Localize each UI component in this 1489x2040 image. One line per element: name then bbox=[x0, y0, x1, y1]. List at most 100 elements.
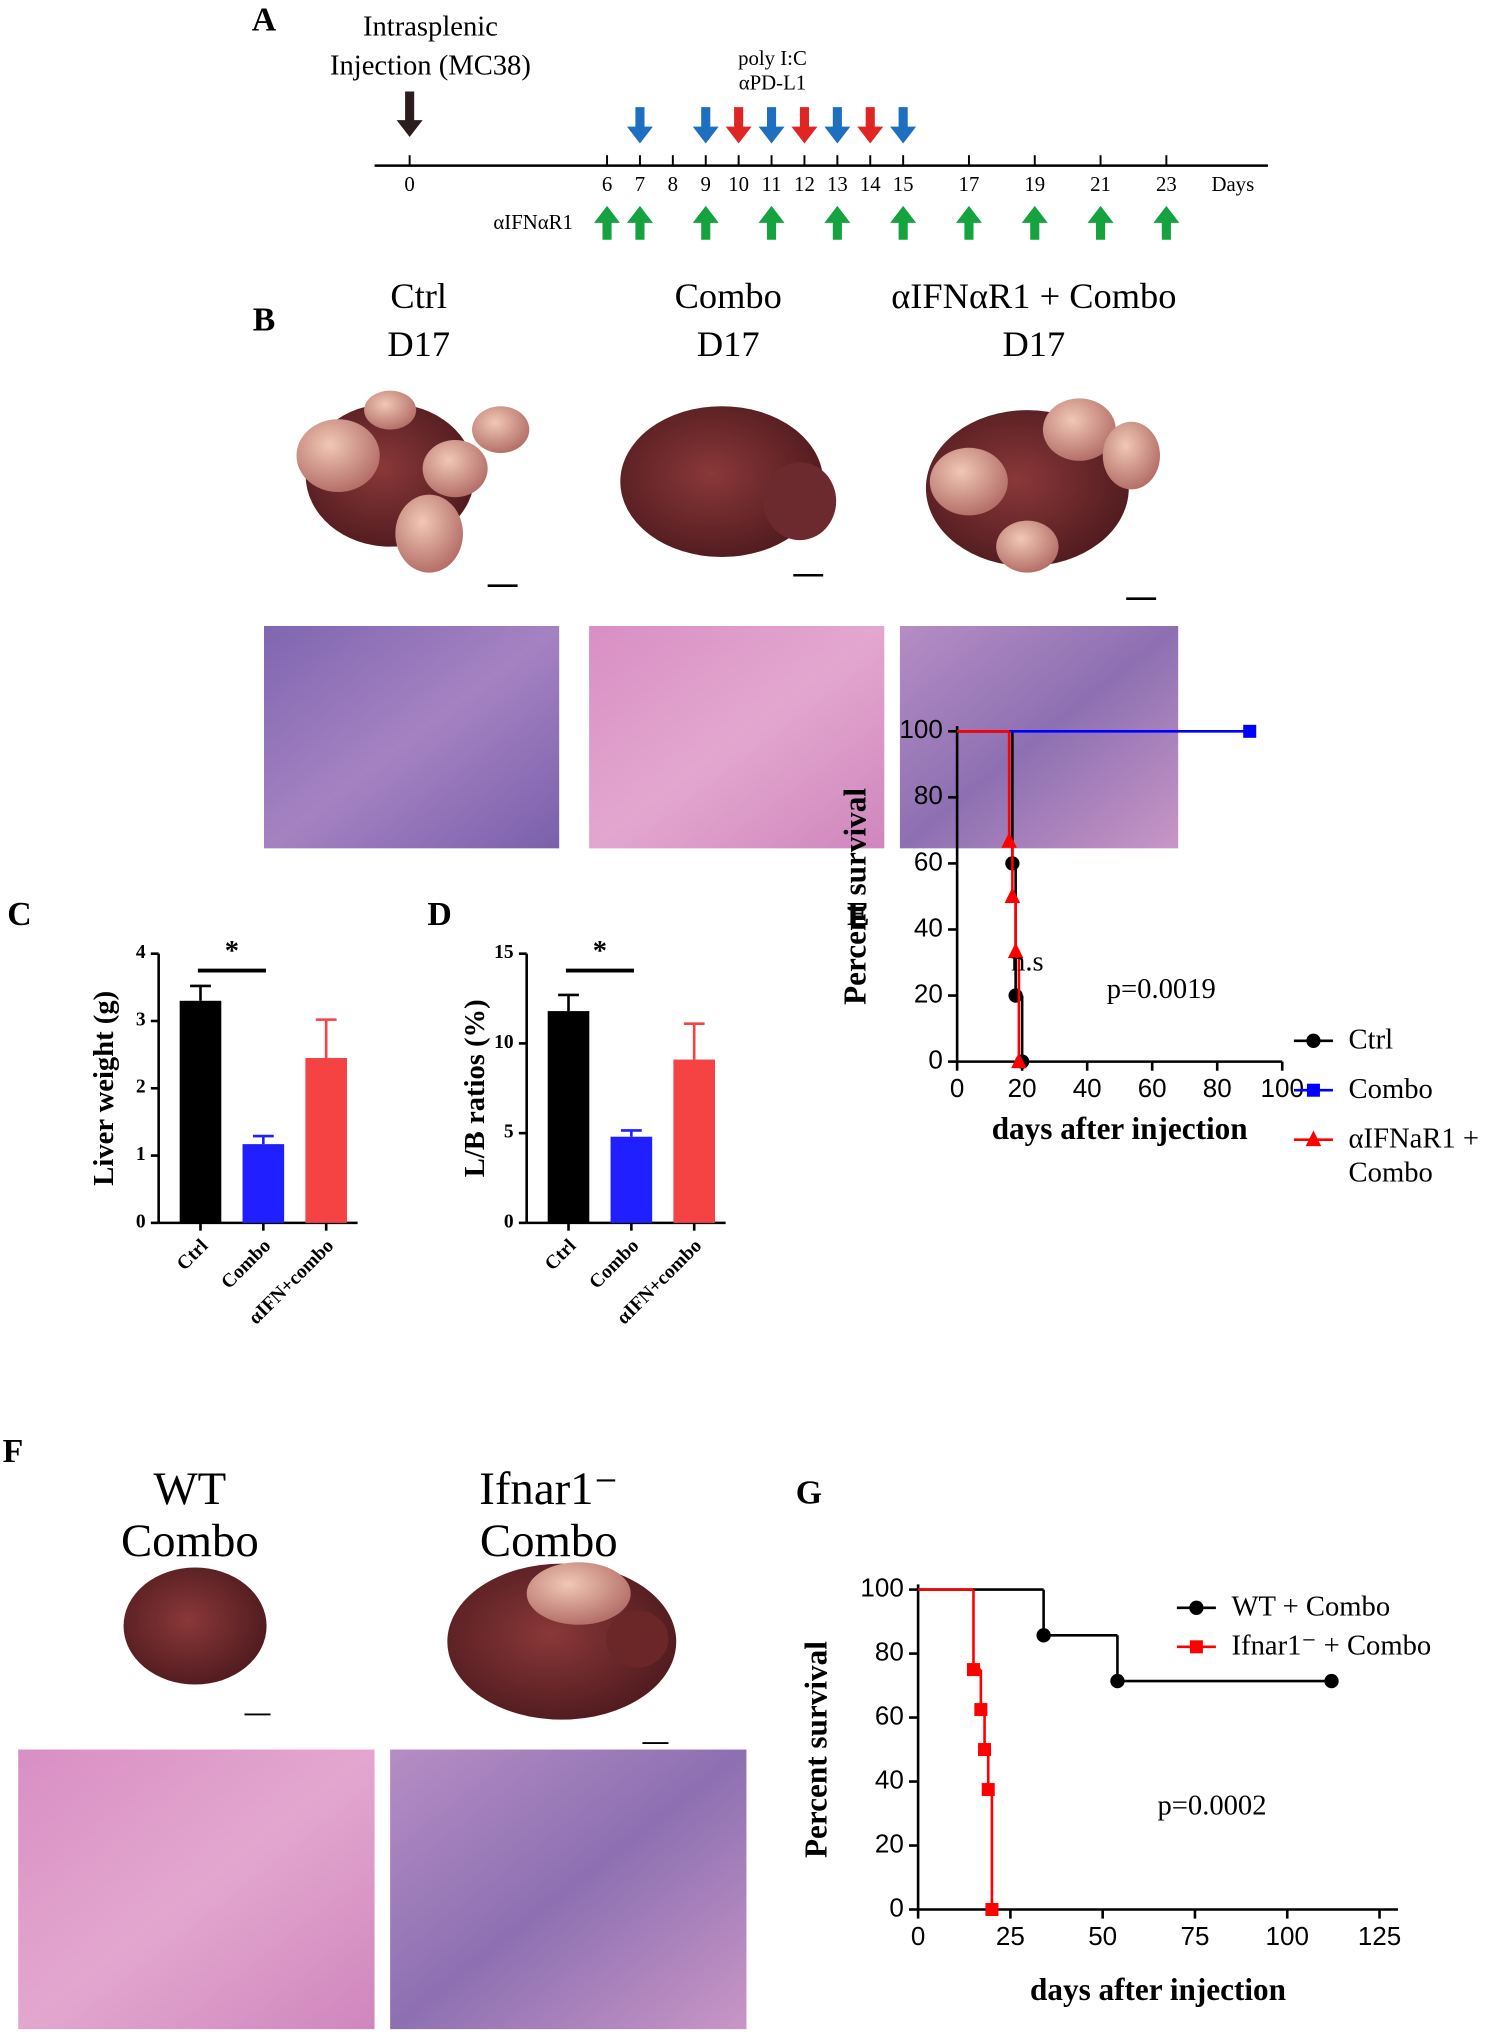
timeline-tick-label: 7 bbox=[635, 173, 645, 196]
timeline-tick-label: 9 bbox=[701, 173, 711, 196]
histology-image bbox=[589, 625, 885, 849]
pdl1-arrow bbox=[857, 107, 884, 144]
timeline-tick-label: 10 bbox=[728, 173, 749, 196]
annotation: p=0.0002 bbox=[1157, 1791, 1266, 1822]
marker bbox=[974, 1703, 988, 1717]
y-tick-label: 0 bbox=[504, 1211, 514, 1232]
timeline-tick-label: 11 bbox=[762, 173, 782, 196]
liver-photo-combo bbox=[620, 406, 837, 558]
significance-label: * bbox=[225, 936, 239, 967]
y-tick-label: 40 bbox=[914, 912, 943, 942]
marker bbox=[1004, 887, 1021, 903]
bar bbox=[179, 1000, 222, 1223]
column-day: D17 bbox=[1002, 324, 1065, 364]
x-tick-label: 100 bbox=[1261, 1073, 1304, 1103]
ifn-arrow bbox=[1021, 205, 1048, 240]
marker bbox=[1011, 1052, 1027, 1069]
x-axis-label: days after injection bbox=[992, 1111, 1248, 1146]
ifn-arrow bbox=[890, 205, 917, 240]
timeline-tick-label: 13 bbox=[827, 173, 848, 196]
annotation: p=0.0019 bbox=[1107, 974, 1216, 1005]
timeline-tick-label: 19 bbox=[1024, 173, 1045, 196]
y-tick-label: 0 bbox=[928, 1044, 942, 1074]
marker bbox=[981, 1783, 995, 1797]
marker bbox=[978, 1743, 992, 1757]
timeline-tick-label: 8 bbox=[668, 173, 678, 196]
y-tick-label: 2 bbox=[136, 1077, 146, 1098]
bar bbox=[242, 1144, 285, 1223]
column-day: D17 bbox=[697, 324, 760, 364]
significance-label: * bbox=[593, 936, 607, 967]
histology-image bbox=[263, 625, 560, 849]
y-tick-label: 100 bbox=[899, 714, 942, 744]
y-tick-label: 80 bbox=[875, 1636, 904, 1666]
timeline-tick-label: 15 bbox=[893, 173, 914, 196]
bar bbox=[305, 1057, 347, 1223]
poly-label: poly I:C bbox=[738, 47, 807, 70]
ifn-arrow bbox=[758, 205, 785, 240]
ifn-arrow bbox=[955, 205, 982, 240]
timeline-tick-label: 6 bbox=[602, 173, 612, 196]
y-tick-label: 3 bbox=[136, 1009, 146, 1030]
y-axis-label: Liver weight (g) bbox=[89, 991, 120, 1186]
y-tick-label: 80 bbox=[914, 780, 943, 810]
bar bbox=[673, 1059, 716, 1223]
marker bbox=[1036, 1628, 1051, 1643]
histology-image bbox=[18, 1749, 375, 2030]
legend-marker bbox=[1189, 1600, 1204, 1615]
column-title: αIFNαR1 + Combo bbox=[891, 276, 1176, 316]
y-tick-label: 5 bbox=[504, 1122, 514, 1143]
x-tick-label: 80 bbox=[1203, 1073, 1232, 1103]
annotation: n.s bbox=[1011, 947, 1044, 978]
x-tick-label: 40 bbox=[1073, 1073, 1102, 1103]
marker bbox=[1324, 1673, 1339, 1689]
legend-entry: Ifnar1⁻ + Combo bbox=[1231, 1628, 1432, 1662]
marker bbox=[1110, 1673, 1125, 1689]
y-tick-label: 1 bbox=[136, 1144, 146, 1165]
y-tick-label: 20 bbox=[875, 1828, 904, 1858]
legend-label: αIFNaR1 + Combo bbox=[1348, 1121, 1480, 1188]
x-tick-label: Combo bbox=[586, 1236, 644, 1294]
panel-label: F bbox=[3, 1433, 24, 1470]
timeline-tick-label: 23 bbox=[1156, 173, 1177, 196]
x-tick-label: Combo bbox=[217, 1236, 275, 1294]
y-tick-label: 60 bbox=[875, 1700, 904, 1730]
legend-label: Ifnar1⁻ + Combo bbox=[1231, 1628, 1432, 1662]
ifn-arrow bbox=[824, 205, 851, 240]
y-axis-label: Percent survival bbox=[798, 1641, 833, 1858]
y-axis-label: L/B ratios (%) bbox=[460, 999, 491, 1177]
legend-entry: WT + Combo bbox=[1232, 1590, 1391, 1623]
legend-label: Ctrl bbox=[1348, 1022, 1394, 1056]
legend-entry: αIFNaR1 + Combo bbox=[1348, 1121, 1480, 1188]
bar bbox=[610, 1136, 653, 1223]
pdl1-label: αPD-L1 bbox=[739, 72, 807, 95]
y-tick-label: 10 bbox=[494, 1032, 514, 1053]
timeline-tick-label: 21 bbox=[1090, 173, 1111, 196]
pdl1-arrow bbox=[725, 107, 752, 144]
column-title: WT bbox=[153, 1463, 226, 1515]
x-tick-label: 0 bbox=[950, 1073, 964, 1103]
y-tick-label: 0 bbox=[136, 1211, 146, 1232]
poly-arrow bbox=[758, 107, 785, 144]
column-subtitle: Combo bbox=[121, 1515, 259, 1567]
injection-label: Intrasplenic bbox=[363, 12, 498, 43]
panel-label: B bbox=[253, 302, 276, 339]
legend-marker bbox=[1306, 1033, 1321, 1048]
ifn-arrow bbox=[1153, 205, 1180, 240]
y-tick-label: 100 bbox=[860, 1572, 903, 1602]
y-tick-label: 60 bbox=[914, 846, 943, 876]
legend-entry: Combo bbox=[1349, 1072, 1433, 1105]
timeline-tick-label: 14 bbox=[860, 173, 881, 196]
legend-marker bbox=[1305, 1130, 1322, 1147]
liver-photo-wt bbox=[123, 1567, 267, 1685]
ifn-label: αIFNαR1 bbox=[493, 211, 573, 234]
column-subtitle: Combo bbox=[480, 1515, 618, 1567]
marker bbox=[1243, 724, 1257, 738]
panel-label: A bbox=[252, 1, 277, 38]
x-axis-label: days after injection bbox=[1030, 1972, 1286, 2007]
panel-label: C bbox=[7, 896, 31, 933]
legend-marker bbox=[1306, 1083, 1320, 1097]
poly-arrow bbox=[890, 107, 917, 144]
y-tick-label: 0 bbox=[889, 1892, 903, 1922]
poly-arrow bbox=[626, 107, 653, 144]
